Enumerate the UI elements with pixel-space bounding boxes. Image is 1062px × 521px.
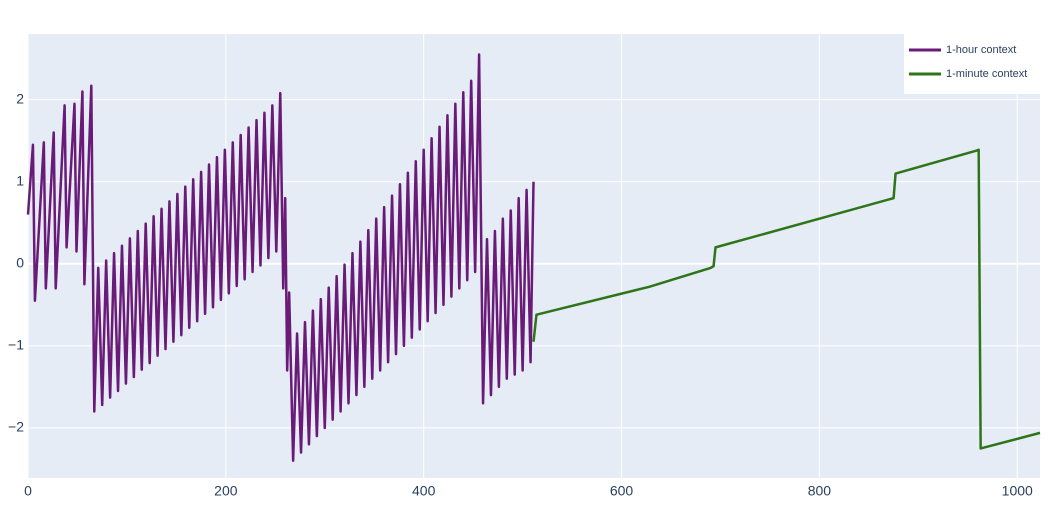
- legend-label: 1-hour context: [946, 44, 1016, 56]
- x-tick-label: 1000: [1002, 483, 1033, 499]
- y-tick-label: 1: [16, 172, 24, 188]
- lines: [26, 53, 1041, 463]
- y-tick-label: −1: [8, 337, 24, 353]
- plot-area: [28, 34, 1040, 478]
- legend-box: [904, 34, 1040, 94]
- x-tick-label: 0: [24, 483, 32, 499]
- series-line: [532, 148, 1041, 450]
- series-line: [26, 53, 535, 463]
- x-tick-label: 600: [610, 483, 634, 499]
- x-tick-label: 200: [214, 483, 238, 499]
- y-tick-label: 0: [16, 254, 24, 270]
- legend-label: 1-minute context: [946, 68, 1027, 80]
- y-tick-label: −2: [8, 419, 24, 435]
- y-tick-label: 2: [16, 90, 24, 106]
- x-tick-label: 400: [412, 483, 436, 499]
- x-tick-label: 800: [808, 483, 832, 499]
- legend: 1-hour context 1-minute context: [904, 34, 1040, 94]
